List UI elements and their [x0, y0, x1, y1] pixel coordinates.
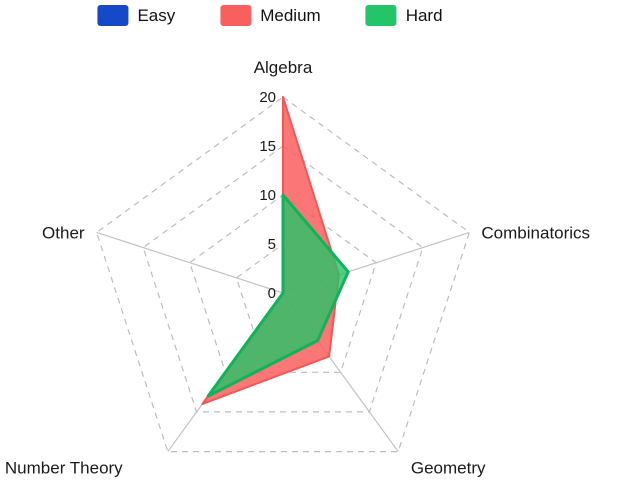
legend-label-hard: Hard	[405, 6, 443, 25]
radar-grid-ring-20	[95, 96, 471, 453]
radar-grid-ring-15	[142, 145, 424, 413]
legend-label-medium: Medium	[260, 6, 321, 25]
legend-item-easy: Easy	[97, 5, 175, 26]
series-polygon-hard	[206, 193, 350, 398]
tick-label-20: 20	[259, 89, 276, 106]
tick-label-10: 10	[259, 187, 276, 204]
legend-swatch-hard	[365, 5, 397, 26]
legend-label-easy: Easy	[137, 6, 176, 25]
tick-label-15: 15	[259, 138, 276, 155]
axis-label-number-theory: Number Theory	[5, 459, 123, 478]
axis-label-other: Other	[42, 223, 85, 242]
tick-label-0: 0	[268, 285, 276, 302]
axis-label-geometry: Geometry	[411, 459, 486, 478]
legend-item-hard: Hard	[365, 5, 443, 26]
legend: Easy Medium Hard	[97, 5, 443, 26]
legend-swatch-easy	[97, 5, 129, 26]
axis-label-algebra: Algebra	[254, 58, 313, 77]
tick-label-5: 5	[268, 236, 276, 253]
legend-swatch-medium	[220, 5, 252, 26]
radar-spoke-4	[96, 231, 284, 294]
axis-label-combinatorics: Combinatorics	[481, 223, 590, 242]
legend-item-medium: Medium	[220, 5, 321, 26]
